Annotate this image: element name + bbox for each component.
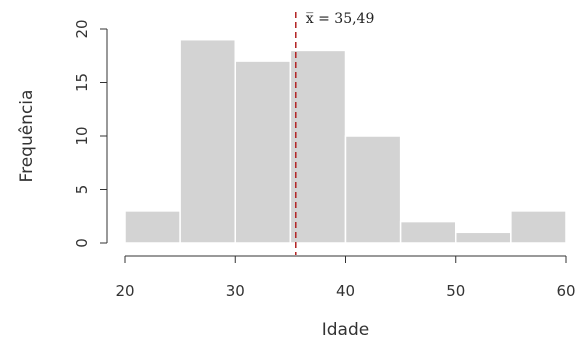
x-tick-label-40: 40 — [336, 282, 355, 300]
x-axis-label: Idade — [322, 320, 369, 340]
x-axis: 20 30 40 50 60 — [115, 255, 576, 300]
histogram-bar-6 — [399, 220, 457, 244]
histogram-bar-5 — [344, 135, 402, 244]
histogram-bar-8 — [510, 210, 567, 244]
x-tick-label-20: 20 — [115, 282, 134, 300]
y-tick-label-15: 15 — [73, 73, 91, 92]
y-axis-label: Frequência — [17, 90, 37, 183]
histogram-bar-4 — [289, 49, 347, 244]
x-tick-label-30: 30 — [226, 282, 245, 300]
y-axis: 0 5 10 15 20 — [73, 19, 108, 248]
histogram-bars — [124, 38, 567, 244]
histogram-bar-1 — [124, 210, 181, 244]
histogram-bar-2 — [179, 38, 236, 244]
y-tick-label-20: 20 — [73, 19, 91, 38]
y-tick-label-10: 10 — [73, 126, 91, 145]
x-tick-label-50: 50 — [446, 282, 465, 300]
y-tick-label-0: 0 — [73, 238, 91, 248]
y-tick-label-5: 5 — [73, 185, 91, 195]
histogram-bar-3 — [234, 60, 292, 244]
histogram-bar-7 — [455, 231, 512, 244]
x-tick-label-60: 60 — [556, 282, 575, 300]
mean-annotation: x̅ = 35,49 — [306, 11, 375, 27]
